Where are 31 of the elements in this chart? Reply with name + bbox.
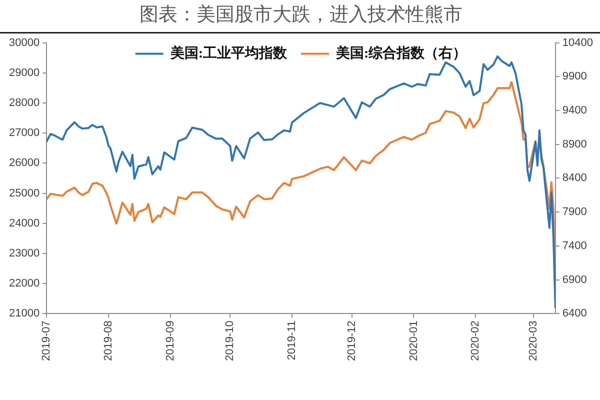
y-tick-label: 29000 bbox=[8, 66, 40, 79]
chart-title: 图表：美国股市大跌，进入技术性熊市 bbox=[140, 3, 462, 26]
x-tick-label: 2019-11 bbox=[286, 320, 298, 360]
y2-tick-label: 6900 bbox=[562, 274, 587, 286]
x-tick-label: 2019-07 bbox=[40, 320, 53, 362]
y2-tick-label: 8900 bbox=[562, 138, 587, 150]
y-tick-label: 22000 bbox=[8, 278, 40, 290]
y2-tick-label: 7400 bbox=[562, 240, 587, 252]
x-tick-label: 2019-08 bbox=[102, 320, 114, 362]
y-tick-label: 24000 bbox=[8, 217, 40, 230]
y-tick-label: 27000 bbox=[8, 127, 40, 140]
x-tick-label: 2020-03 bbox=[527, 320, 540, 362]
y-tick-label: 28000 bbox=[8, 97, 40, 110]
y2-tick-label: 9900 bbox=[562, 70, 587, 83]
y-tick-label: 23000 bbox=[8, 247, 40, 260]
x-tick-label: 2019-12 bbox=[346, 320, 358, 362]
x-tick-label: 2019-09 bbox=[164, 320, 176, 362]
y2-tick-label: 10400 bbox=[562, 36, 594, 49]
y-tick-label: 21000 bbox=[8, 308, 40, 320]
y-tick-label: 26000 bbox=[8, 157, 40, 170]
x-tick-label: 2020-01 bbox=[408, 320, 420, 362]
y2-tick-label: 8400 bbox=[562, 172, 587, 184]
y-tick-label: 30000 bbox=[8, 36, 40, 49]
y-tick-label: 25000 bbox=[8, 187, 40, 200]
x-tick-label: 2019-10 bbox=[224, 320, 236, 362]
y2-tick-label: 7900 bbox=[562, 206, 587, 218]
y2-tick-label: 6400 bbox=[562, 308, 587, 320]
y2-tick-label: 9400 bbox=[562, 104, 587, 117]
legend-label: 美国:工业平均指数 bbox=[169, 44, 288, 62]
x-tick-label: 2020-02 bbox=[470, 320, 482, 362]
legend-label: 美国:综合指数（右） bbox=[335, 44, 467, 62]
